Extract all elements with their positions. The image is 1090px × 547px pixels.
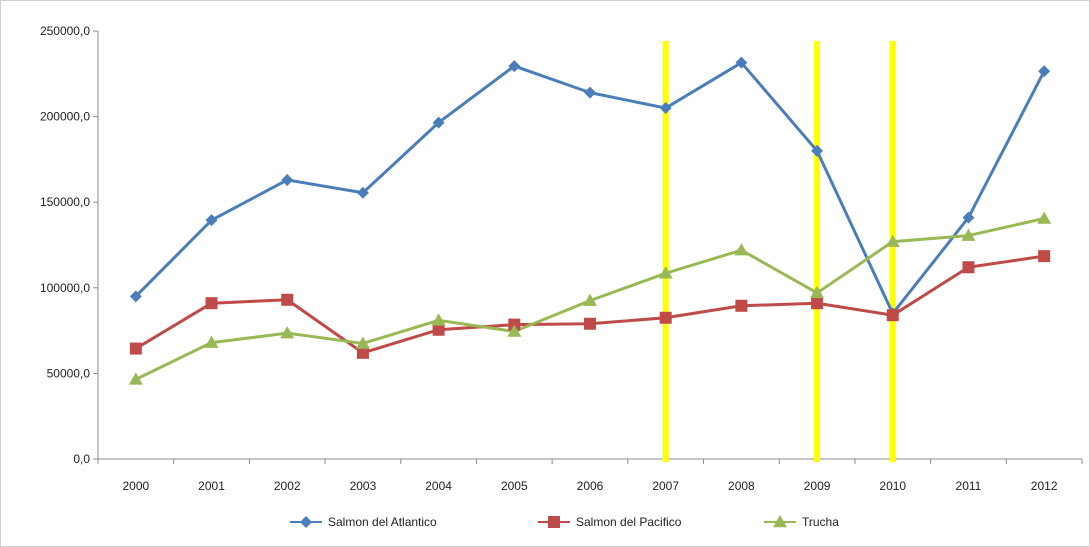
legend: Salmon del Atlantico Salmon del Pacifico T…: [290, 515, 839, 529]
data-point-salmon-del-pacifico: [432, 323, 445, 336]
legend-label-salmon-del-pacifico: Salmon del Pacifico: [576, 515, 682, 529]
y-tick-label: 250000,0: [40, 24, 90, 38]
x-tick-label: 2009: [804, 479, 831, 493]
data-point-salmon-del-atlantico: [508, 60, 521, 73]
y-tick-label: 100000,0: [40, 281, 90, 295]
data-point-salmon-del-atlantico: [735, 56, 748, 69]
legend-label-trucha: Trucha: [802, 515, 839, 529]
data-point-trucha: [128, 372, 143, 385]
data-point-trucha: [280, 326, 295, 339]
y-tick-label: 50000,0: [47, 366, 91, 380]
data-point-trucha: [734, 243, 749, 256]
data-point-salmon-del-pacifico: [735, 299, 748, 312]
data-point-trucha: [658, 266, 673, 279]
legend-marker-salmon-del-atlantico: [300, 516, 312, 528]
x-tick-label: 2001: [198, 479, 225, 493]
x-tick-label: 2004: [425, 479, 452, 493]
data-point-salmon-del-atlantico: [584, 86, 596, 99]
data-point-salmon-del-pacifico: [129, 342, 142, 355]
legend-marker-salmon-del-pacifico: [548, 516, 560, 528]
x-tick-label: 2011: [956, 479, 982, 493]
data-point-trucha: [204, 335, 219, 348]
data-point-salmon-del-pacifico: [584, 317, 596, 330]
legend-marker-trucha: [773, 515, 787, 528]
x-tick-label: 2010: [879, 479, 906, 493]
data-point-salmon-del-pacifico: [356, 346, 369, 359]
legend-label-salmon-del-atlantico: Salmon del Atlantico: [328, 515, 437, 529]
y-tick-label: 200000,0: [40, 110, 90, 124]
data-point-trucha: [1037, 211, 1052, 224]
data-point-salmon-del-pacifico: [281, 293, 294, 306]
data-point-salmon-del-pacifico: [205, 297, 218, 310]
y-tick-label: 0,0: [73, 452, 90, 466]
data-point-salmon-del-pacifico: [811, 297, 824, 310]
data-point-salmon-del-atlantico: [281, 173, 294, 186]
data-point-salmon-del-atlantico: [811, 144, 824, 157]
data-point-salmon-del-atlantico: [129, 290, 142, 303]
y-tick-label: 150000,0: [40, 195, 90, 209]
data-point-salmon-del-atlantico: [659, 102, 672, 115]
series-markers: [128, 56, 1052, 385]
data-point-salmon-del-pacifico: [659, 311, 672, 324]
data-point-trucha: [583, 293, 597, 306]
data-point-salmon-del-pacifico: [962, 261, 975, 274]
x-tick-label: 2002: [274, 479, 301, 493]
x-tick-label: 2012: [1031, 479, 1058, 493]
x-tick-label: 2003: [350, 479, 377, 493]
data-point-trucha: [961, 228, 976, 241]
x-tick-label: 2007: [652, 479, 679, 493]
data-point-salmon-del-pacifico: [1038, 250, 1051, 263]
data-point-trucha: [507, 324, 522, 337]
data-point-trucha: [810, 285, 825, 299]
data-point-salmon-del-atlantico: [432, 116, 445, 129]
x-tick-label: 2000: [122, 479, 149, 493]
data-point-trucha: [885, 234, 900, 247]
x-tick-label: 2006: [577, 479, 604, 493]
data-point-salmon-del-atlantico: [1038, 65, 1051, 78]
data-point-trucha: [431, 313, 446, 326]
data-point-salmon-del-atlantico: [356, 186, 369, 199]
axes: 0,0 50000,0 100000,0 150000,0 200000,0 250000…: [40, 24, 1083, 493]
data-point-salmon-del-pacifico: [886, 309, 899, 322]
x-tick-label: 2005: [501, 479, 528, 493]
data-point-salmon-del-atlantico: [205, 214, 218, 227]
data-point-trucha: [355, 336, 370, 349]
data-point-salmon-del-atlantico: [962, 211, 975, 224]
x-tick-label: 2008: [728, 479, 755, 493]
